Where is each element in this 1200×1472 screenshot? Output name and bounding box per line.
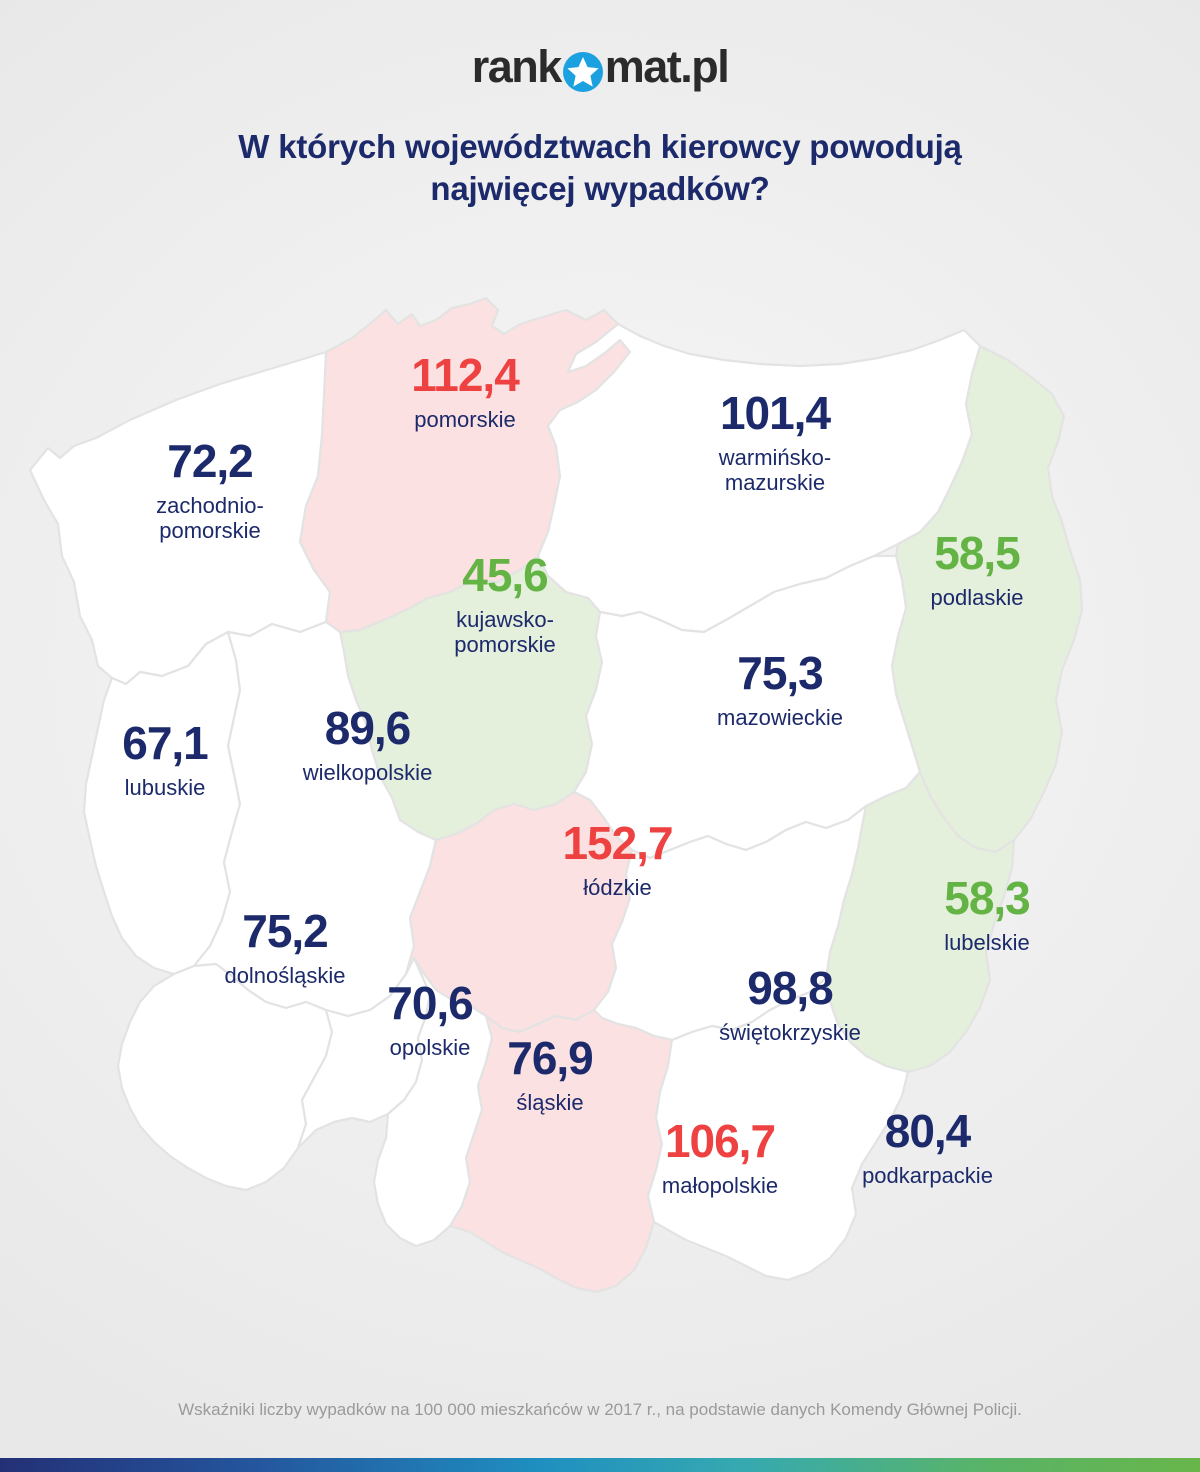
- page-title-line-2: najwięcej wypadków?: [430, 170, 770, 208]
- region-lubuskie[interactable]: [82, 630, 242, 976]
- poland-voivodeship-map: 72,2 zachodnio- pomorskie 112,4 pomorski…: [0, 280, 1200, 1360]
- brand-gradient-bar: [0, 1458, 1200, 1472]
- region-malopolskie[interactable]: [448, 1008, 674, 1294]
- map-svg: [28, 296, 1084, 1294]
- page-title-line-1: W których województwach kierowcy powoduj…: [238, 128, 962, 165]
- footnote: Wskaźniki liczby wypadków na 100 000 mie…: [178, 1400, 1022, 1419]
- brand-name-suffix: mat.pl: [604, 41, 730, 92]
- page-title: W których województwach kierowcy powoduj…: [100, 126, 1100, 210]
- region-podkarpackie[interactable]: [646, 976, 910, 1282]
- brand-name-prefix: rank: [471, 41, 563, 92]
- brand-logo[interactable]: rank mat.pl: [0, 41, 1200, 92]
- region-dolnoslaskie[interactable]: [116, 962, 334, 1192]
- star-icon: [562, 51, 604, 93]
